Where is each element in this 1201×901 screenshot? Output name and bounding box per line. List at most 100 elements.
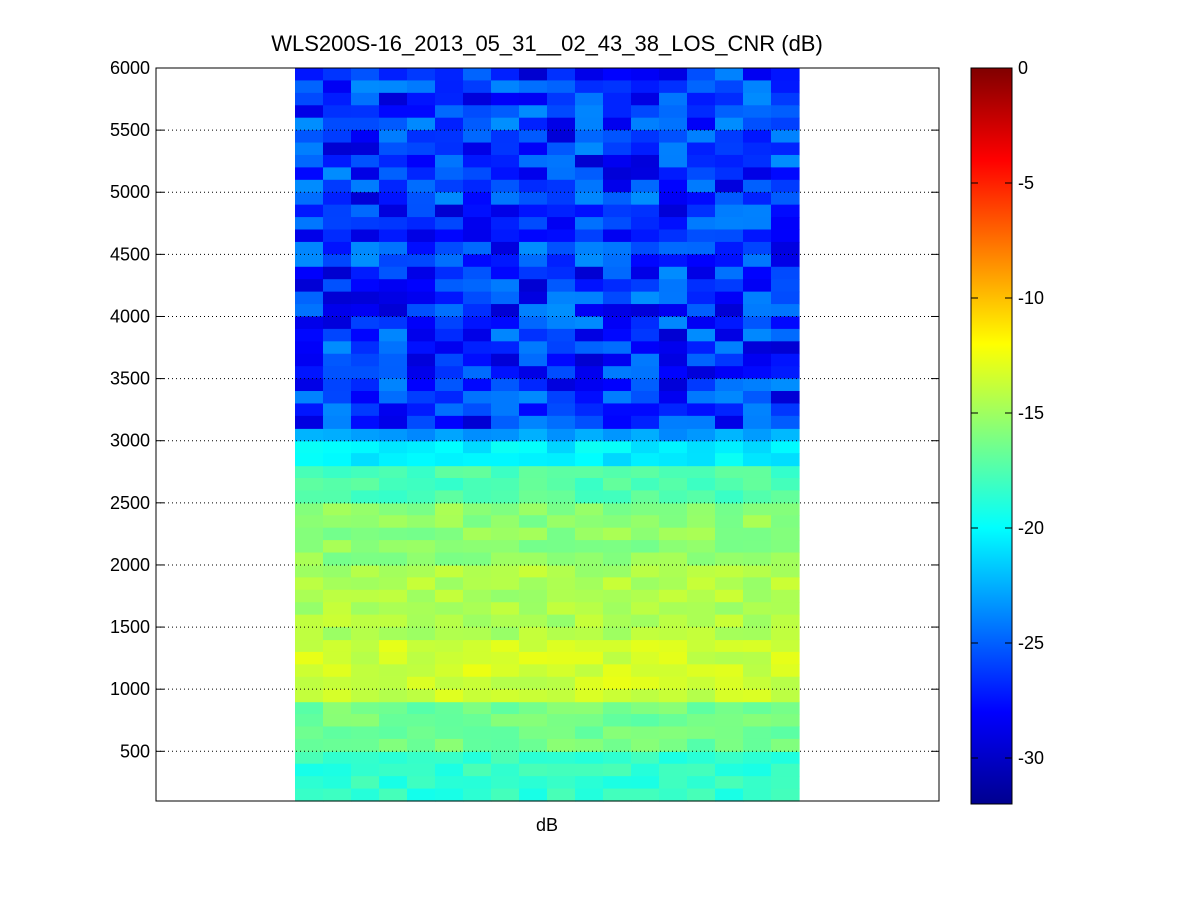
heatmap-cell <box>407 515 436 529</box>
heatmap-cell <box>659 92 688 106</box>
heatmap-cell <box>379 726 408 740</box>
heatmap-cell <box>659 142 688 156</box>
heatmap-cell <box>519 105 548 119</box>
heatmap-cell <box>715 229 744 243</box>
heatmap-cell <box>603 714 632 728</box>
heatmap-cell <box>491 428 520 442</box>
heatmap-cell <box>687 254 716 268</box>
heatmap-cell <box>687 378 716 392</box>
heatmap-cell <box>407 664 436 678</box>
heatmap-cell <box>491 391 520 405</box>
heatmap-cell <box>771 527 800 541</box>
heatmap-cell <box>323 453 352 467</box>
heatmap-cell <box>575 316 604 330</box>
heatmap-cell <box>687 415 716 429</box>
heatmap-cell <box>603 266 632 280</box>
heatmap-cell <box>379 154 408 168</box>
heatmap-cell <box>659 639 688 653</box>
heatmap-cell <box>295 415 324 429</box>
heatmap-cell <box>743 105 772 119</box>
heatmap-cell <box>463 68 492 82</box>
heatmap-cell <box>491 477 520 491</box>
heatmap-cell <box>435 465 464 479</box>
heatmap-cell <box>771 80 800 94</box>
heatmap-cell <box>631 316 660 330</box>
heatmap-cell <box>603 763 632 777</box>
heatmap-cell <box>407 229 436 243</box>
heatmap-cell <box>659 80 688 94</box>
heatmap-cell <box>407 639 436 653</box>
heatmap-cell <box>519 204 548 218</box>
heatmap-cell <box>547 366 576 380</box>
heatmap-cell <box>687 689 716 703</box>
heatmap-cell <box>771 229 800 243</box>
heatmap-cell <box>407 366 436 380</box>
heatmap-cell <box>519 689 548 703</box>
heatmap-cell <box>631 664 660 678</box>
heatmap-cell <box>547 105 576 119</box>
heatmap-cell <box>743 440 772 454</box>
heatmap-cell <box>295 366 324 380</box>
heatmap-cell <box>435 477 464 491</box>
heatmap-cell <box>715 304 744 318</box>
y-tick-label: 5500 <box>110 120 150 140</box>
heatmap-cell <box>743 751 772 765</box>
heatmap-cell <box>379 577 408 591</box>
heatmap-cell <box>631 366 660 380</box>
heatmap-cell <box>295 788 324 802</box>
heatmap-cell <box>659 68 688 82</box>
heatmap-cell <box>575 440 604 454</box>
heatmap-cell <box>547 415 576 429</box>
heatmap-cell <box>715 689 744 703</box>
heatmap-cell <box>547 254 576 268</box>
heatmap-cell <box>659 366 688 380</box>
heatmap-cell <box>323 614 352 628</box>
heatmap-cell <box>743 639 772 653</box>
heatmap-cell <box>659 229 688 243</box>
heatmap-cell <box>323 490 352 504</box>
heatmap-cell <box>715 540 744 554</box>
heatmap-cell <box>631 614 660 628</box>
heatmap-cell <box>463 676 492 690</box>
heatmap-cell <box>323 378 352 392</box>
heatmap-cell <box>631 142 660 156</box>
heatmap-cell <box>351 291 380 305</box>
heatmap-cell <box>771 664 800 678</box>
heatmap-cell <box>659 577 688 591</box>
heatmap-cell <box>687 167 716 181</box>
heatmap-cell <box>519 217 548 231</box>
heatmap-cell <box>379 105 408 119</box>
heatmap-cell <box>519 664 548 678</box>
heatmap-cell <box>631 92 660 106</box>
heatmap-cell <box>295 217 324 231</box>
heatmap-cell <box>715 577 744 591</box>
heatmap-cell <box>295 490 324 504</box>
heatmap-cell <box>463 477 492 491</box>
heatmap-cell <box>519 304 548 318</box>
heatmap-cell <box>351 316 380 330</box>
heatmap-cell <box>743 540 772 554</box>
heatmap-cell <box>351 266 380 280</box>
heatmap-cell <box>323 279 352 293</box>
heatmap-cell <box>519 92 548 106</box>
heatmap-cell <box>323 316 352 330</box>
heatmap-cell <box>379 179 408 193</box>
heatmap-cell <box>603 788 632 802</box>
heatmap-cell <box>407 304 436 318</box>
heatmap-cell <box>519 328 548 342</box>
heatmap-cell <box>407 192 436 206</box>
heatmap-cell <box>379 117 408 131</box>
heatmap-cell <box>435 627 464 641</box>
heatmap-cell <box>435 328 464 342</box>
heatmap-cell <box>687 515 716 529</box>
heatmap-cell <box>631 403 660 417</box>
heatmap-cell <box>519 788 548 802</box>
heatmap-cell <box>687 564 716 578</box>
heatmap-cell <box>435 179 464 193</box>
heatmap-cell <box>379 279 408 293</box>
colorbar-tick-label: 0 <box>1018 58 1028 78</box>
heatmap-cell <box>519 415 548 429</box>
heatmap-cell <box>435 291 464 305</box>
colorbar-ticks: 0 -5 -10 -15 -20 -25 -30 <box>971 58 1044 768</box>
heatmap-cell <box>323 391 352 405</box>
